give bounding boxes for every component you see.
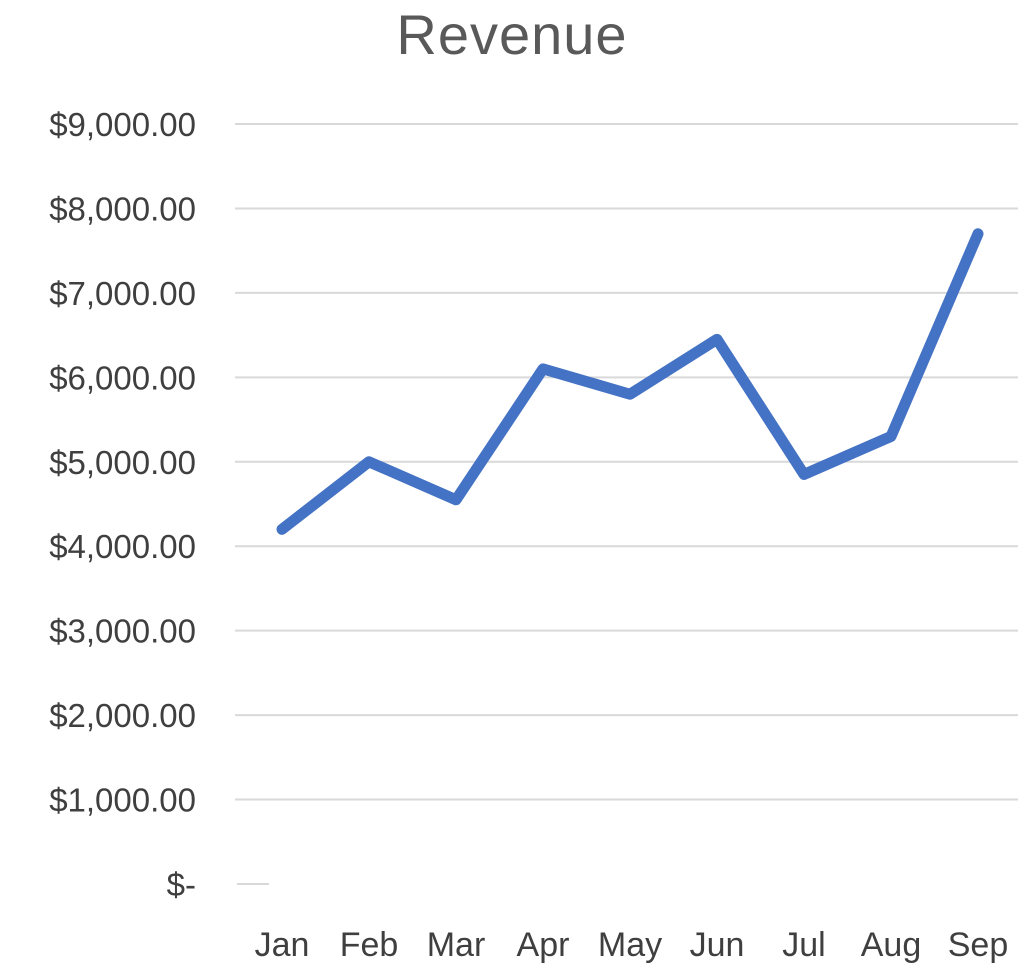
x-axis-tick-label: Jul <box>782 926 825 964</box>
y-axis-tick-label: $3,000.00 <box>49 613 196 650</box>
x-axis-tick-label: Sep <box>948 926 1009 964</box>
y-axis-tick-label: $2,000.00 <box>49 697 196 734</box>
x-axis-tick-label: Feb <box>340 926 399 964</box>
y-axis-tick-label: $6,000.00 <box>49 359 196 396</box>
y-axis-tick-label: $- <box>167 866 196 903</box>
y-axis-tick-label: $8,000.00 <box>49 190 196 227</box>
x-axis-tick-label: Apr <box>517 926 570 964</box>
revenue-series-line <box>276 228 984 535</box>
x-axis-tick-label: May <box>598 926 662 964</box>
y-axis-tick-label: $7,000.00 <box>49 275 196 312</box>
y-axis-tick-label: $5,000.00 <box>49 444 196 481</box>
chart-title: Revenue <box>396 3 628 66</box>
y-axis-tick-label: $1,000.00 <box>49 782 196 819</box>
x-axis-tick-label: Jun <box>690 926 745 964</box>
x-axis-tick-label: Jan <box>255 926 310 964</box>
x-axis-tick-label: Aug <box>861 926 922 964</box>
y-axis-tick-label: $9,000.00 <box>49 106 196 143</box>
y-axis-tick-label: $4,000.00 <box>49 528 196 565</box>
x-axis-tick-label: Mar <box>427 926 486 964</box>
